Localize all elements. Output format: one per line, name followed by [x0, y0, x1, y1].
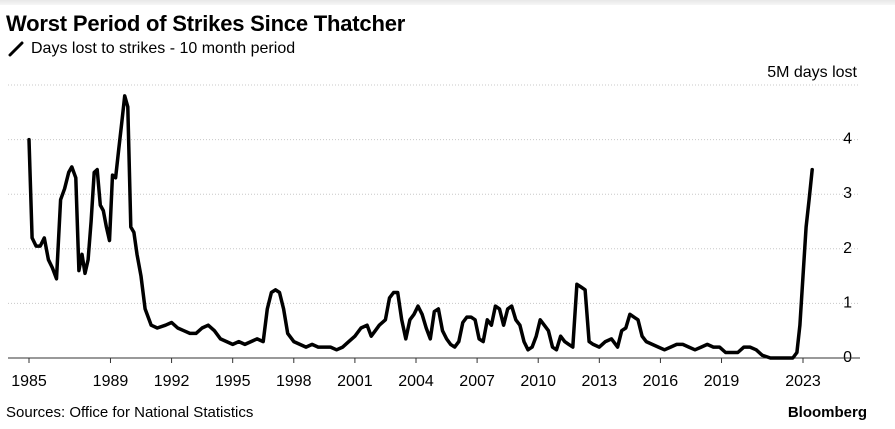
- x-tick-label-2001: 2001: [337, 373, 373, 390]
- legend: Days lost to strikes - 10 month period: [8, 40, 295, 58]
- y-tick-label-2: 2: [843, 240, 852, 257]
- y-tick-label-1: 1: [843, 294, 852, 311]
- gridlines: [8, 84, 860, 304]
- legend-label: Days lost to strikes - 10 month period: [31, 40, 296, 57]
- x-tick-label-2010: 2010: [520, 373, 556, 390]
- x-axis: 1985 1989 1992 1995 1998 2001 2004 2007 2010 2013…: [8, 357, 860, 390]
- x-tick-label-2023: 2023: [785, 373, 821, 390]
- legend-line-icon: [8, 41, 24, 57]
- chart-title: Worst Period of Strikes Since Thatcher: [6, 11, 406, 36]
- x-tick-label-2007: 2007: [459, 373, 495, 390]
- series-line-0: [27, 94, 814, 360]
- x-tick-label-1995: 1995: [215, 373, 251, 390]
- x-tick-label-1998: 1998: [276, 373, 312, 390]
- x-tick-label-2019: 2019: [704, 373, 740, 390]
- series-lines: [27, 94, 814, 360]
- x-tick-label-1992: 1992: [154, 373, 190, 390]
- y-axis-unit-label: 5M days lost: [767, 64, 857, 81]
- x-tick-label-2016: 2016: [643, 373, 679, 390]
- source-note: Sources: Office for National Statistics: [6, 404, 254, 421]
- y-tick-label-3: 3: [843, 185, 852, 202]
- x-tick-label-1985: 1985: [11, 373, 47, 390]
- x-tick-label-1989: 1989: [93, 373, 129, 390]
- y-tick-label-4: 4: [843, 131, 852, 148]
- x-tick-label-2004: 2004: [398, 373, 434, 390]
- x-tick-label-2013: 2013: [582, 373, 618, 390]
- top-bar: [0, 0, 895, 5]
- brand-logo-text: Bloomberg: [787, 404, 867, 421]
